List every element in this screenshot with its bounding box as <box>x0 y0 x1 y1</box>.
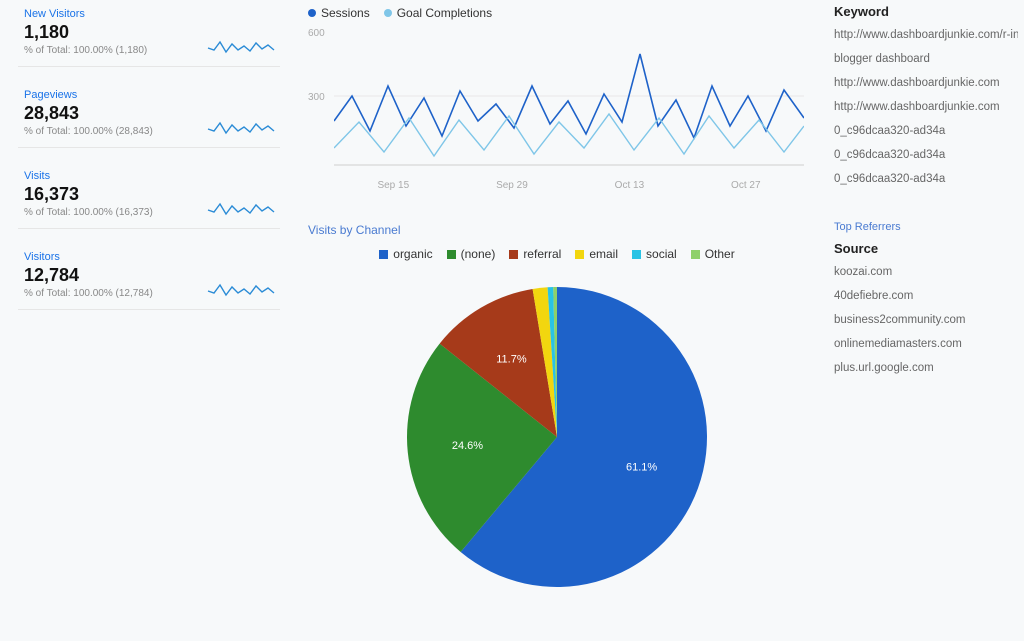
keyword-item[interactable]: http://www.dashboardjunkie.com <box>834 101 1018 113</box>
keyword-item[interactable]: 0_c96dcaa320-ad34a <box>834 125 1018 137</box>
legend-item: Sessions <box>308 6 370 20</box>
keyword-item[interactable]: 0_c96dcaa320-ad34a <box>834 173 1018 185</box>
pie-slice-label: 61.1% <box>626 462 657 474</box>
legend-label: referral <box>523 247 561 261</box>
legend-label: social <box>646 247 677 261</box>
keyword-header: Keyword <box>834 4 1018 19</box>
keyword-item[interactable]: 0_c96dcaa320-ad34a <box>834 149 1018 161</box>
legend-item: social <box>632 247 677 261</box>
metric-label: Visitors <box>24 251 274 263</box>
legend-item: (none) <box>447 247 496 261</box>
source-header: Source <box>834 241 1018 256</box>
legend-item: Other <box>691 247 735 261</box>
legend-label: Goal Completions <box>397 6 492 20</box>
legend-label: (none) <box>461 247 496 261</box>
legend-label: Sessions <box>321 6 370 20</box>
line-chart: 600 300 <box>308 26 806 176</box>
legend-item: referral <box>509 247 561 261</box>
metric-card: Visits16,373% of Total: 100.00% (16,373) <box>18 162 280 229</box>
ytick: 600 <box>308 28 325 39</box>
legend-swatch-icon <box>384 9 392 17</box>
pie-chart-card: Visits by Channel organic (none) referral e… <box>304 217 810 620</box>
source-item[interactable]: onlinemediamasters.com <box>834 338 1018 350</box>
legend-item: organic <box>379 247 432 261</box>
pie-slice-label: 11.7% <box>496 353 527 365</box>
source-item[interactable]: plus.url.google.com <box>834 362 1018 374</box>
line-chart-xticks: Sep 15 Sep 29 Oct 13 Oct 27 <box>334 180 804 191</box>
pie-legend: organic (none) referral email social Other <box>308 247 806 261</box>
metric-card: Visitors12,784% of Total: 100.00% (12,78… <box>18 243 280 310</box>
keyword-item[interactable]: http://www.dashboardjunkie.com/r-insight… <box>834 29 1018 41</box>
keyword-item[interactable]: blogger dashboard <box>834 53 1018 65</box>
sparkline-icon <box>206 279 276 301</box>
source-item[interactable]: 40defiebre.com <box>834 290 1018 302</box>
sessions-chart-card: SessionsGoal Completions 600 300 Sep 15S… <box>304 0 810 199</box>
pie-slice-label: 24.6% <box>452 440 483 452</box>
sparkline-icon <box>206 36 276 58</box>
xtick-label: Oct 13 <box>615 180 644 191</box>
metrics-sidebar: New Visitors1,180% of Total: 100.00% (1,… <box>0 0 290 641</box>
metric-label: Pageviews <box>24 89 274 101</box>
metric-label: New Visitors <box>24 8 274 20</box>
legend-label: email <box>589 247 618 261</box>
top-referrers-label: Top Referrers <box>834 221 1018 233</box>
sparkline-icon <box>206 117 276 139</box>
metric-card: Pageviews28,843% of Total: 100.00% (28,8… <box>18 81 280 148</box>
pie-title: Visits by Channel <box>308 223 806 237</box>
sparkline-icon <box>206 198 276 220</box>
legend-label: organic <box>393 247 432 261</box>
legend-swatch-icon <box>575 250 584 259</box>
xtick-label: Sep 15 <box>377 180 409 191</box>
source-list: koozai.com 40defiebre.com business2communi… <box>834 266 1018 374</box>
pie-chart: 61.1% 24.6% 11.7% <box>387 267 727 607</box>
source-item[interactable]: business2community.com <box>834 314 1018 326</box>
xtick-label: Sep 29 <box>496 180 528 191</box>
right-sidebar: Keyword http://www.dashboardjunkie.com/r… <box>824 0 1024 641</box>
metric-label: Visits <box>24 170 274 182</box>
legend-swatch-icon <box>509 250 518 259</box>
legend-swatch-icon <box>447 250 456 259</box>
xtick-label: Oct 27 <box>731 180 760 191</box>
source-item[interactable]: koozai.com <box>834 266 1018 278</box>
keyword-list: http://www.dashboardjunkie.com/r-insight… <box>834 29 1018 185</box>
keyword-item[interactable]: http://www.dashboardjunkie.com <box>834 77 1018 89</box>
metric-card: New Visitors1,180% of Total: 100.00% (1,… <box>18 0 280 67</box>
ytick: 300 <box>308 92 325 103</box>
legend-swatch-icon <box>308 9 316 17</box>
legend-swatch-icon <box>691 250 700 259</box>
legend-swatch-icon <box>379 250 388 259</box>
legend-item: Goal Completions <box>384 6 492 20</box>
main-column: SessionsGoal Completions 600 300 Sep 15S… <box>290 0 824 641</box>
legend-swatch-icon <box>632 250 641 259</box>
line-chart-legend: Sessions Goal Completions <box>308 6 806 20</box>
legend-label: Other <box>705 247 735 261</box>
legend-item: email <box>575 247 618 261</box>
